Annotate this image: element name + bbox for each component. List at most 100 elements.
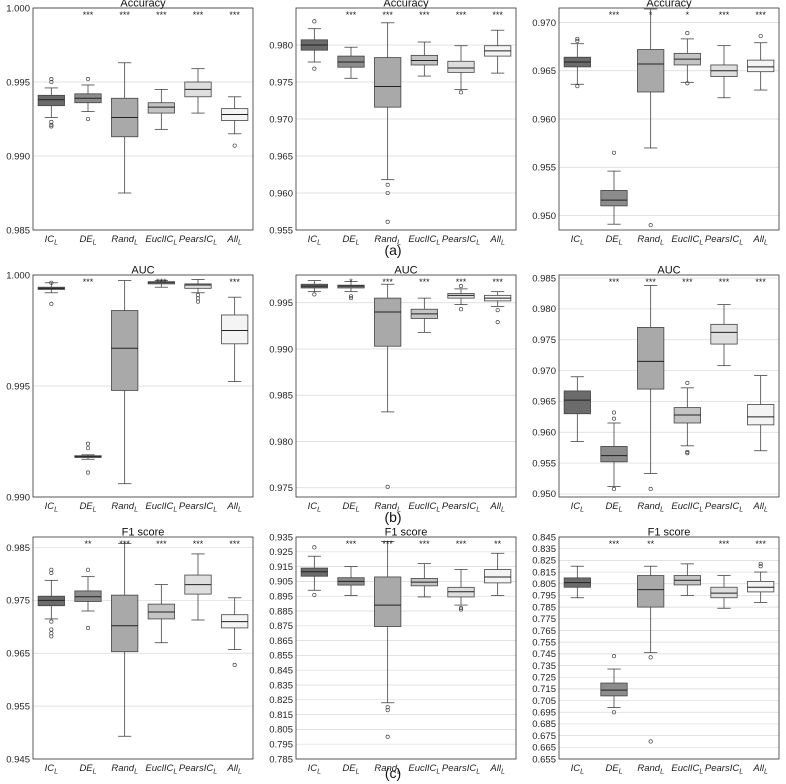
significance-marker: *** (156, 10, 167, 20)
outlier-point (458, 605, 464, 611)
box-All: *** (747, 277, 775, 452)
box-DE: *** (337, 10, 365, 79)
outlier-point (685, 449, 690, 455)
plot-frame (558, 536, 780, 760)
y-tick-label: 0.815 (532, 567, 556, 578)
y-tick-label: 0.990 (6, 492, 30, 503)
x-tick-label: PearsICL (442, 763, 480, 776)
x-tick-label: AllL (752, 501, 768, 514)
outlier-point (611, 410, 617, 415)
significance-marker: *** (719, 539, 730, 549)
box-DE: *** (600, 10, 628, 225)
significance-marker: *** (755, 277, 766, 287)
significance-marker: ** (84, 539, 92, 549)
y-tick-label: 0.835 (269, 680, 293, 691)
outlier-point (312, 292, 317, 297)
outlier-point (685, 31, 690, 36)
panel-5: 0.975 0.980 0.985 0.990 0.995 AUC ICL * DEL *** Ra… (269, 265, 517, 514)
box-All: ** (484, 539, 512, 596)
x-tick-label: RandL (374, 763, 401, 776)
box-EuclIC: *** (673, 277, 701, 456)
panel-title: Accuracy (383, 0, 429, 10)
x-tick-label: AllL (489, 234, 505, 247)
outlier-point (312, 66, 317, 71)
significance-marker: *** (456, 539, 467, 549)
box-PearsIC: *** (184, 10, 212, 114)
box-All: *** (221, 539, 249, 667)
outlier-point (611, 486, 617, 492)
significance-marker: *** (346, 10, 357, 20)
outlier-point (232, 662, 237, 667)
box-DE: ** (74, 539, 102, 630)
significance-marker: *** (193, 539, 204, 549)
outlier-point (685, 380, 690, 385)
significance-marker: *** (229, 277, 240, 287)
panel-title: F1 score (122, 527, 165, 539)
y-tick-label: 0.960 (532, 428, 556, 439)
box-IC (37, 567, 65, 639)
x-tick-label: PearsICL (705, 763, 743, 776)
y-tick-label: 0.745 (532, 649, 556, 660)
panel-6: 0.950 0.955 0.960 0.965 0.970 0.975 0.980 0.985… (532, 265, 780, 514)
y-tick-label: 0.905 (269, 577, 293, 588)
y-tick-label: 0.895 (269, 592, 293, 603)
y-tick-label: 0.965 (532, 397, 556, 408)
iqr-box (637, 327, 665, 390)
significance-marker: *** (609, 277, 620, 287)
iqr-box (600, 682, 628, 697)
outlier-point (312, 592, 317, 598)
x-tick-label: EuclICL (145, 763, 177, 776)
outlier-point (575, 36, 580, 41)
y-tick-label: 0.705 (532, 696, 556, 707)
y-tick-label: 0.795 (532, 591, 556, 602)
outlier-point (758, 564, 763, 569)
iqr-box (637, 575, 665, 608)
box-All: *** (747, 539, 775, 603)
outlier-point (458, 284, 464, 289)
outlier-point (385, 734, 390, 739)
x-tick-label: EuclICL (671, 763, 703, 776)
y-tick-label: 0.885 (269, 606, 293, 617)
outlier-point (49, 76, 54, 82)
box-All: *** (221, 10, 249, 148)
outlier-point (685, 451, 690, 456)
row-label-b: (b) (384, 509, 401, 525)
x-tick-label: RandL (374, 501, 401, 514)
x-tick-label: AllL (226, 234, 242, 247)
panel-8: 0.785 0.795 0.805 0.815 0.825 0.835 0.845 0.855… (269, 527, 517, 776)
outlier-point (85, 470, 91, 475)
iqr-box (563, 390, 591, 415)
x-tick-label: PearsICL (179, 234, 217, 247)
y-tick-label: 0.955 (269, 225, 293, 236)
x-tick-label: PearsICL (442, 501, 480, 514)
x-tick-label: ICL (45, 763, 59, 776)
box-All: *** (221, 277, 249, 382)
significance-marker: *** (419, 539, 430, 549)
significance-marker: *** (382, 277, 393, 287)
x-tick-label: RandL (111, 234, 138, 247)
iqr-box (710, 323, 738, 345)
significance-marker: *** (346, 539, 357, 549)
outlier-point (312, 545, 317, 550)
iqr-box (710, 586, 738, 599)
iqr-box (111, 310, 139, 391)
outlier-point (458, 307, 464, 312)
outlier-point (85, 446, 91, 451)
box-EuclIC: *** (147, 10, 175, 130)
y-tick-label: 0.975 (269, 77, 293, 88)
outlier-point (611, 416, 617, 421)
iqr-box (600, 446, 628, 463)
box-EuclIC: * (673, 10, 701, 86)
outlier-point (195, 296, 201, 301)
iqr-box (484, 569, 512, 584)
box-PearsIC: *** (447, 277, 475, 312)
y-tick-label: 0.960 (532, 114, 556, 125)
panel-title: F1 score (648, 527, 691, 539)
iqr-box (147, 603, 175, 620)
x-tick-label: EuclICL (145, 234, 177, 247)
significance-marker: *** (609, 10, 620, 20)
significance-marker: *** (229, 539, 240, 549)
outlier-point (49, 280, 54, 285)
box-IC (563, 565, 591, 599)
